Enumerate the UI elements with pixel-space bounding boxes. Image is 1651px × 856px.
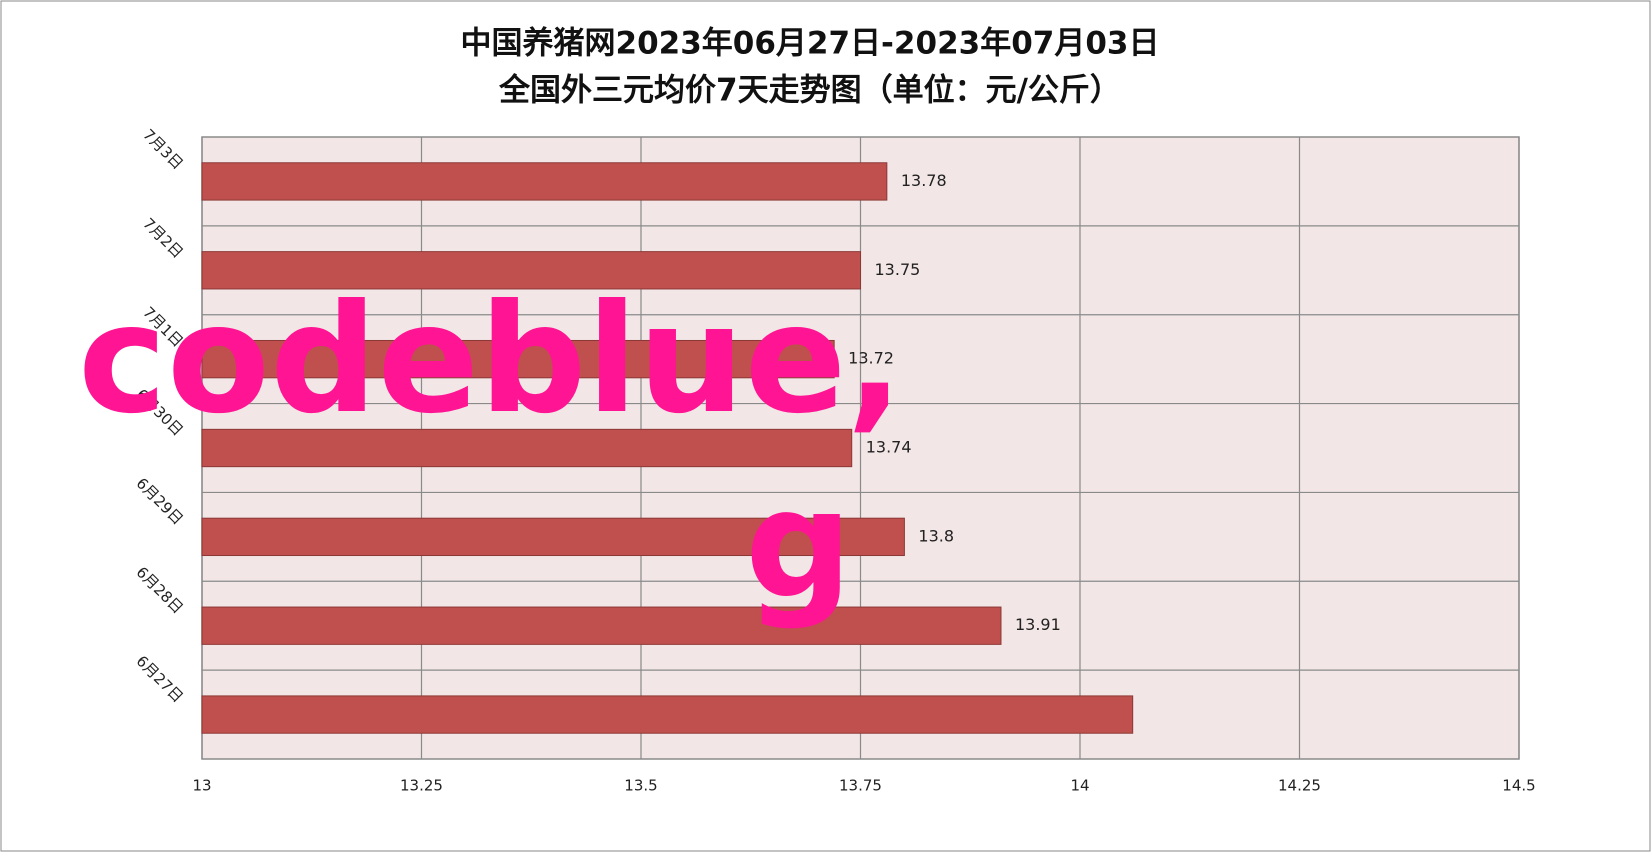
data-label: 13.74: [866, 438, 912, 457]
bar: [201, 517, 905, 557]
bar: [201, 162, 888, 201]
data-label: 13.91: [1015, 615, 1061, 634]
x-tick-label: 14.5: [1502, 777, 1535, 795]
bar: [201, 339, 835, 379]
bar: [201, 251, 861, 290]
data-label: 13.75: [875, 260, 921, 279]
bar: [201, 428, 853, 468]
bar: [201, 606, 1002, 645]
x-tick-label: 14: [1070, 777, 1089, 795]
x-tick-label: 13.25: [400, 777, 443, 795]
x-tick-label: 14.25: [1278, 777, 1321, 795]
chart-title: 全国外三元均价7天走势图（单位：元/公斤）: [498, 73, 1121, 109]
data-label: 13.72: [848, 349, 894, 368]
x-tick-label: 13.75: [839, 777, 882, 795]
bar: [201, 695, 1134, 734]
x-tick-label: 13.5: [624, 777, 657, 795]
watermark: g: [745, 458, 852, 632]
x-tick-label: 13: [192, 777, 211, 795]
data-label: 13.8: [918, 526, 954, 545]
chart-title: 中国养猪网2023年06月27日-2023年07月03日: [461, 26, 1160, 62]
data-label: 13.78: [901, 171, 947, 190]
watermark: codeblue,: [78, 273, 903, 447]
